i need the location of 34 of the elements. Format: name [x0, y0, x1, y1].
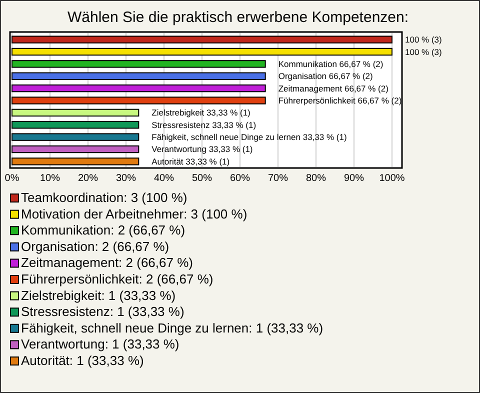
x-tick-label: 10%	[40, 173, 60, 184]
data-label: Zielstrebigkeit 33,33 % (1)	[152, 108, 251, 118]
legend-label: Kommunikation: 2 (66,67 %)	[21, 222, 186, 238]
x-tick-label: 90%	[344, 173, 364, 184]
x-tick-label: 20%	[78, 173, 98, 184]
legend-label: Motivation der Arbeitnehmer: 3 (100 %)	[21, 206, 248, 222]
chart-title: Wählen Sie die praktisch erwerbene Kompetenzen:	[67, 9, 409, 26]
data-label: Fähigkeit, schnell neue Dinge zu lernen 33,33 % (1)	[152, 132, 347, 142]
x-tick-label: 30%	[116, 173, 136, 184]
data-label: Führerpersönlichkeit 66,67 % (2)	[278, 96, 402, 106]
data-label: Verantwortung 33,33 % (1)	[152, 144, 253, 154]
x-tick-label: 70%	[268, 173, 288, 184]
x-tick-label: 80%	[306, 173, 326, 184]
legend-label: Teamkoordination: 3 (100 %)	[21, 190, 188, 205]
x-tick-label: 40%	[154, 173, 174, 184]
x-tick-label: 100%	[379, 173, 405, 184]
x-tick-label: 50%	[192, 173, 212, 184]
data-label: 100 % (3)	[405, 34, 442, 45]
legend-label: Führerpersönlichkeit: 2 (66,67 %)	[21, 272, 214, 286]
legend-label: Stressresistenz: 1 (33,33 %)	[21, 304, 184, 320]
data-label: Organisation 66,67 % (2)	[278, 71, 374, 82]
legend-label: Verantwortung: 1 (33,33 %)	[21, 336, 180, 352]
data-label: 100 % (3)	[405, 46, 442, 57]
legend-label: Organisation: 2 (66,67 %)	[21, 238, 170, 254]
legend-label: Zeitmanagement: 2 (66,67 %)	[21, 255, 193, 270]
legend-label: Zielstrebigkeit: 1 (33,33 %)	[21, 288, 176, 303]
data-label: Autorität 33,33 % (1)	[152, 156, 230, 166]
legend-label: Fähigkeit, schnell neue Dinge zu lernen: 1 (33,33 %)	[21, 320, 324, 336]
legend-label: Autorität: 1 (33,33 %)	[21, 353, 144, 368]
data-label: Zeitmanagement 66,67 % (2)	[278, 83, 389, 94]
data-label: Stressresistenz 33,33 % (1)	[152, 120, 256, 130]
data-label: Kommunikation 66,67 % (2)	[278, 58, 384, 69]
x-tick-label: 0%	[4, 173, 20, 184]
x-tick-label: 60%	[230, 173, 250, 184]
